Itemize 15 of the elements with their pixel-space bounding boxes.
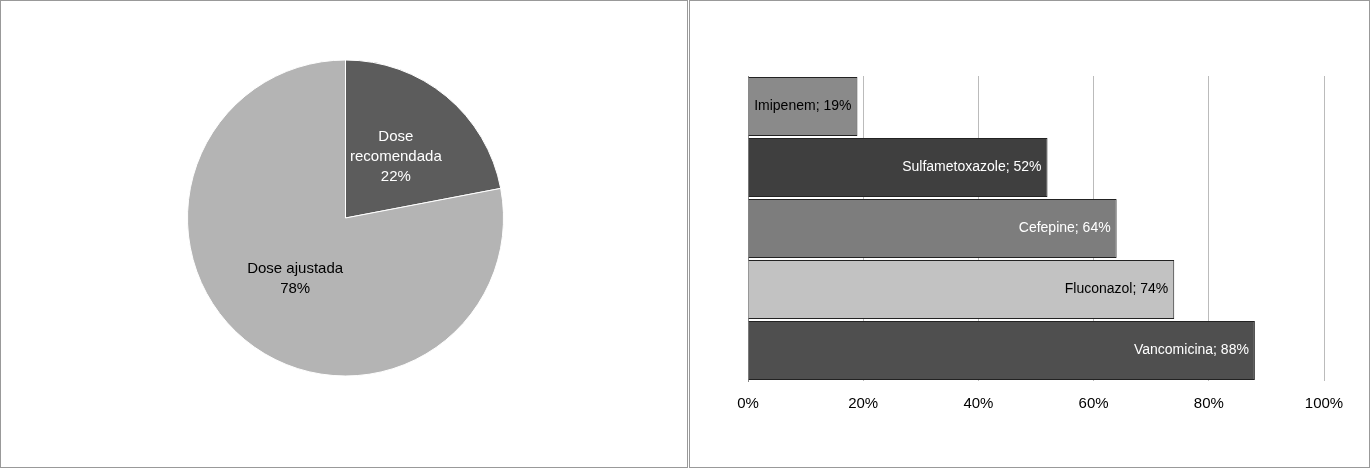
x-tick-label: 80% [1193, 394, 1224, 412]
x-tick-label: 100% [1304, 394, 1344, 412]
data-label: Sulfametoxazole; 52% [902, 158, 1042, 175]
x-tick-label: 0% [737, 394, 759, 412]
data-label: Vancomicina; 88% [1133, 341, 1249, 358]
slice-label: Dose recomendada [349, 127, 443, 165]
x-tick-label: 40% [963, 394, 994, 412]
data-label: Imipenem; 19% [754, 97, 852, 114]
data-label: 78% [280, 279, 311, 297]
data-label: Fluconazol; 74% [1064, 280, 1169, 297]
x-tick-label: 20% [848, 394, 879, 412]
x-tick-label: 60% [1078, 394, 1109, 412]
data-label: 22% [380, 167, 411, 185]
slice-label: Dose ajustada [247, 259, 344, 277]
data-label: Cefepine; 64% [1018, 219, 1111, 236]
